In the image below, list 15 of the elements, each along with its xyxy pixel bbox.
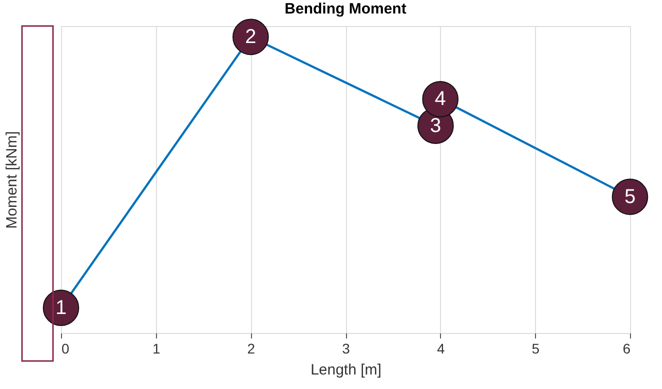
x-tick-label: 1 (152, 340, 160, 356)
x-tick-label: 2 (247, 340, 256, 356)
x-tick-label: 5 (532, 340, 540, 356)
x-axis-title: Length [m] (310, 362, 382, 378)
annotation: 2 (245, 26, 256, 48)
annotation: 3 (430, 114, 442, 137)
chart-title: Bending Moment (284, 0, 406, 18)
y-axis-title: Moment [kNm] (4, 131, 20, 229)
x-tick-label: 4 (436, 340, 445, 356)
annotation: 1 (55, 296, 67, 319)
annotation: 4 (434, 88, 446, 110)
annotation: 5 (624, 186, 636, 208)
x-tick-label: 6 (622, 340, 631, 356)
x-tick-label: 3 (342, 340, 350, 356)
x-tick-label: 0 (62, 340, 70, 356)
